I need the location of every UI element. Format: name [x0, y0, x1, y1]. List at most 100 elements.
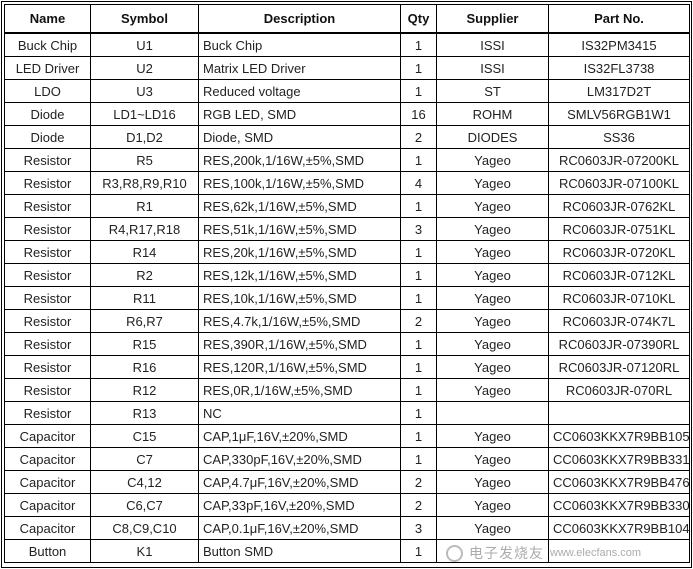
cell-part-no: RC0603JR-0712KL — [548, 263, 690, 287]
cell-supplier: ISSI — [436, 32, 549, 57]
cell-supplier: Yageo — [436, 493, 549, 517]
table-row: Diode D1,D2 Diode, SMD 2 DIODES SS36 — [4, 125, 690, 149]
cell-description: RES,62k,1/16W,±5%,SMD — [198, 194, 401, 218]
cell-name: Resistor — [4, 240, 91, 264]
table-row: Capacitor C7 CAP,330pF,16V,±20%,SMD 1 Yageo C… — [4, 447, 690, 471]
cell-part-no: RC0603JR-0762KL — [548, 194, 690, 218]
cell-description: RES,20k,1/16W,±5%,SMD — [198, 240, 401, 264]
cell-qty: 3 — [400, 516, 437, 540]
table-row: LED Driver U2 Matrix LED Driver 1 ISSI IS32FL… — [4, 56, 690, 80]
cell-symbol: LD1~LD16 — [90, 102, 199, 126]
cell-supplier: Yageo — [436, 171, 549, 195]
table-row: Diode LD1~LD16 RGB LED, SMD 16 ROHM SMLV56RGB… — [4, 102, 690, 126]
cell-description: CAP,1μF,16V,±20%,SMD — [198, 424, 401, 448]
cell-supplier: Yageo — [436, 516, 549, 540]
cell-name: Capacitor — [4, 516, 91, 540]
cell-name: LDO — [4, 79, 91, 103]
cell-symbol: R12 — [90, 378, 199, 402]
header-part-no: Part No. — [548, 4, 690, 34]
cell-supplier — [436, 539, 549, 563]
cell-supplier: Yageo — [436, 240, 549, 264]
cell-description: Buck Chip — [198, 32, 401, 57]
cell-name: Buck Chip — [4, 32, 91, 57]
table-row: Buck Chip U1 Buck Chip 1 ISSI IS32PM3415 — [4, 32, 690, 57]
cell-symbol: U3 — [90, 79, 199, 103]
cell-supplier: Yageo — [436, 355, 549, 379]
cell-qty: 1 — [400, 32, 437, 57]
cell-part-no: LM317D2T — [548, 79, 690, 103]
table-row: Resistor R3,R8,R9,R10 RES,100k,1/16W,±5%,S… — [4, 171, 690, 195]
cell-supplier: Yageo — [436, 424, 549, 448]
cell-symbol: R6,R7 — [90, 309, 199, 333]
cell-qty: 1 — [400, 447, 437, 471]
cell-name: Resistor — [4, 263, 91, 287]
cell-part-no: IS32FL3738 — [548, 56, 690, 80]
cell-symbol: C15 — [90, 424, 199, 448]
cell-part-no: CC0603KKX7R9BB105 — [548, 424, 690, 448]
cell-supplier — [436, 401, 549, 425]
cell-name: Capacitor — [4, 470, 91, 494]
cell-symbol: D1,D2 — [90, 125, 199, 149]
cell-part-no: RC0603JR-07100KL — [548, 171, 690, 195]
cell-qty: 4 — [400, 171, 437, 195]
cell-symbol: R2 — [90, 263, 199, 287]
header-supplier: Supplier — [436, 4, 549, 34]
cell-description: CAP,0.1μF,16V,±20%,SMD — [198, 516, 401, 540]
table-row: Capacitor C15 CAP,1μF,16V,±20%,SMD 1 Yageo CC… — [4, 424, 690, 448]
cell-qty: 1 — [400, 240, 437, 264]
cell-symbol: C8,C9,C10 — [90, 516, 199, 540]
cell-supplier: Yageo — [436, 217, 549, 241]
cell-name: Capacitor — [4, 424, 91, 448]
cell-part-no: CC0603KKX7R9BB104 — [548, 516, 690, 540]
cell-description: Matrix LED Driver — [198, 56, 401, 80]
cell-qty: 1 — [400, 286, 437, 310]
cell-name: LED Driver — [4, 56, 91, 80]
cell-name: Resistor — [4, 148, 91, 172]
cell-supplier: Yageo — [436, 194, 549, 218]
table-row: Resistor R16 RES,120R,1/16W,±5%,SMD 1 Yageo R… — [4, 355, 690, 379]
cell-name: Resistor — [4, 355, 91, 379]
table-row: Resistor R4,R17,R18 RES,51k,1/16W,±5%,SMD 3… — [4, 217, 690, 241]
cell-description: RES,100k,1/16W,±5%,SMD — [198, 171, 401, 195]
cell-name: Resistor — [4, 401, 91, 425]
cell-qty: 1 — [400, 355, 437, 379]
cell-description: CAP,33pF,16V,±20%,SMD — [198, 493, 401, 517]
cell-symbol: R16 — [90, 355, 199, 379]
cell-description: CAP,330pF,16V,±20%,SMD — [198, 447, 401, 471]
cell-supplier: Yageo — [436, 309, 549, 333]
cell-part-no: RC0603JR-0751KL — [548, 217, 690, 241]
cell-description: RES,120R,1/16W,±5%,SMD — [198, 355, 401, 379]
table-row: Resistor R15 RES,390R,1/16W,±5%,SMD 1 Yageo R… — [4, 332, 690, 356]
cell-symbol: K1 — [90, 539, 199, 563]
cell-description: CAP,4.7μF,16V,±20%,SMD — [198, 470, 401, 494]
cell-qty: 1 — [400, 79, 437, 103]
cell-symbol: R13 — [90, 401, 199, 425]
cell-symbol: R1 — [90, 194, 199, 218]
cell-name: Capacitor — [4, 493, 91, 517]
cell-part-no: SS36 — [548, 125, 690, 149]
cell-symbol: R4,R17,R18 — [90, 217, 199, 241]
table-row: Resistor R12 RES,0R,1/16W,±5%,SMD 1 Yageo RC0… — [4, 378, 690, 402]
header-name: Name — [4, 4, 91, 34]
cell-part-no — [548, 539, 690, 563]
cell-qty: 1 — [400, 194, 437, 218]
cell-symbol: C6,C7 — [90, 493, 199, 517]
cell-name: Resistor — [4, 217, 91, 241]
cell-qty: 1 — [400, 148, 437, 172]
table-row: Resistor R1 RES,62k,1/16W,±5%,SMD 1 Yageo RC0… — [4, 194, 690, 218]
cell-part-no: RC0603JR-07120RL — [548, 355, 690, 379]
cell-qty: 1 — [400, 332, 437, 356]
cell-supplier: Yageo — [436, 286, 549, 310]
cell-supplier: ROHM — [436, 102, 549, 126]
cell-qty: 2 — [400, 493, 437, 517]
cell-description: Diode, SMD — [198, 125, 401, 149]
cell-name: Diode — [4, 102, 91, 126]
cell-name: Resistor — [4, 286, 91, 310]
cell-qty: 1 — [400, 378, 437, 402]
cell-qty: 2 — [400, 125, 437, 149]
cell-part-no: CC0603KKX7R9BB330 — [548, 493, 690, 517]
cell-qty: 2 — [400, 470, 437, 494]
cell-supplier: Yageo — [436, 332, 549, 356]
cell-part-no: SMLV56RGB1W1 — [548, 102, 690, 126]
cell-description: RES,12k,1/16W,±5%,SMD — [198, 263, 401, 287]
